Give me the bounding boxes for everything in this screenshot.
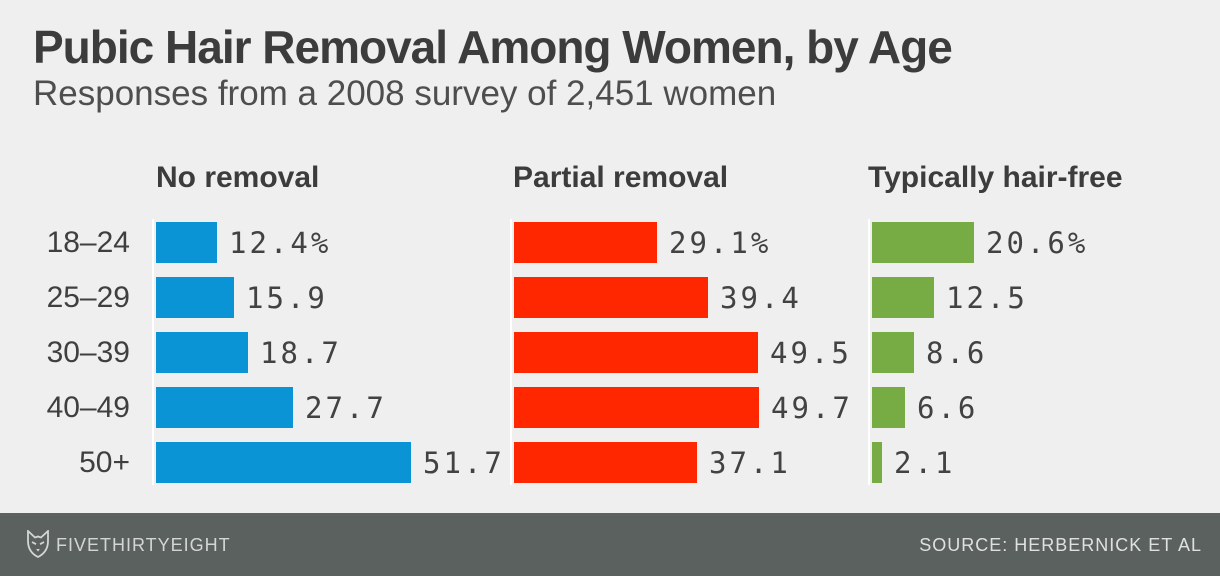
- bar-value-label: 51.7: [423, 446, 505, 480]
- age-label: 18–24: [46, 226, 130, 259]
- bar-typically-hair-free: [872, 222, 974, 263]
- bar-value-label: 12.4%: [229, 226, 332, 260]
- bar-partial-removal: [514, 387, 759, 428]
- column-header-no-removal: No removal: [156, 161, 320, 194]
- age-label: 50+: [79, 446, 130, 479]
- bar-value-label: 37.1: [709, 446, 791, 480]
- source-credit: SOURCE: HERBERNICK ET AL: [919, 535, 1202, 555]
- bar-value-label: 39.4: [720, 281, 802, 315]
- bar-no-removal: [156, 332, 248, 373]
- bar-partial-removal: [514, 277, 708, 318]
- bar-value-label: 49.7: [771, 391, 853, 425]
- bar-value-label: 49.5: [770, 336, 852, 370]
- bar-typically-hair-free: [872, 387, 905, 428]
- age-label: 25–29: [46, 281, 130, 314]
- bar-partial-removal: [514, 222, 657, 263]
- bar-value-label: 8.6: [926, 336, 988, 370]
- bar-no-removal: [156, 387, 293, 428]
- bar-partial-removal: [514, 442, 697, 483]
- bar-typically-hair-free: [872, 277, 934, 318]
- footer-bar: FIVETHIRTYEIGHT SOURCE: HERBERNICK ET AL: [0, 513, 1220, 576]
- fivethirtyeight-fox-icon: [27, 530, 49, 558]
- bar-value-label: 18.7: [260, 336, 342, 370]
- panel-axis-line: [868, 219, 870, 485]
- bar-value-label: 20.6%: [986, 226, 1089, 260]
- bar-value-label: 15.9: [246, 281, 328, 315]
- bar-typically-hair-free: [872, 332, 914, 373]
- bar-no-removal: [156, 222, 217, 263]
- chart-subtitle: Responses from a 2008 survey of 2,451 wo…: [33, 74, 777, 113]
- bar-partial-removal: [514, 332, 758, 373]
- panel-axis-line: [510, 219, 512, 485]
- bar-no-removal: [156, 277, 234, 318]
- bar-value-label: 2.1: [894, 446, 956, 480]
- bar-typically-hair-free: [872, 442, 882, 483]
- age-label: 30–39: [46, 336, 130, 369]
- bar-value-label: 29.1%: [669, 226, 772, 260]
- column-header-typically-hair-free: Typically hair-free: [868, 161, 1123, 194]
- bar-value-label: 6.6: [917, 391, 979, 425]
- chart-title: Pubic Hair Removal Among Women, by Age: [33, 21, 953, 73]
- column-header-partial-removal: Partial removal: [513, 161, 729, 194]
- brand-wordmark: FIVETHIRTYEIGHT: [56, 535, 231, 555]
- bar-no-removal: [156, 442, 411, 483]
- age-label: 40–49: [46, 391, 130, 424]
- bar-value-label: 27.7: [305, 391, 387, 425]
- panel-axis-line: [152, 219, 154, 485]
- bar-value-label: 12.5: [946, 281, 1028, 315]
